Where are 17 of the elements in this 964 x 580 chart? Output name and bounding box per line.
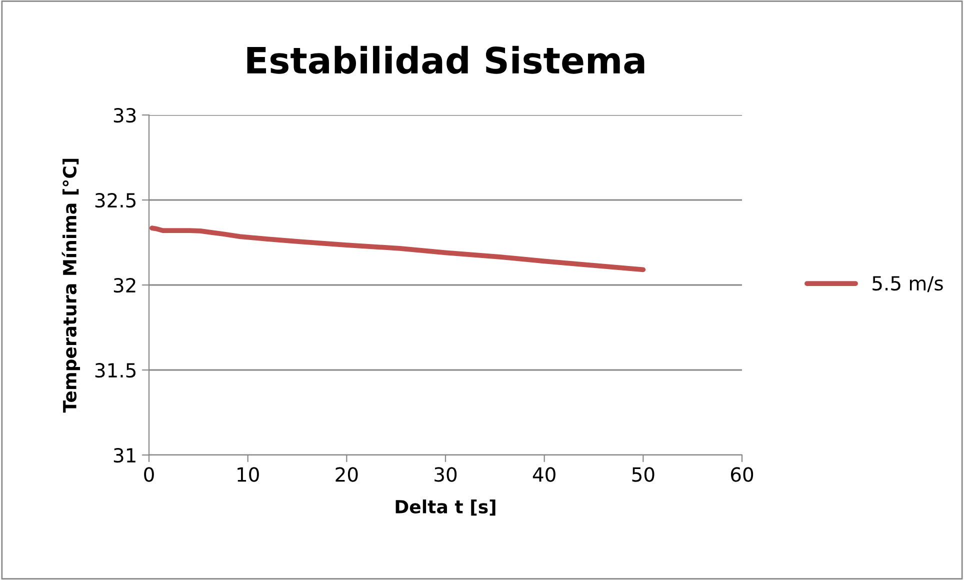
y-tick-label: 32.5 (95, 192, 136, 208)
y-axis-title: Temperatura Mínima [°C] (62, 158, 80, 413)
x-axis-title: Delta t [s] (396, 500, 496, 516)
y-tick-label: 32 (114, 278, 136, 293)
legend-label: 5.5 m/s (872, 276, 943, 292)
x-tick-label: 10 (238, 467, 259, 482)
y-tick-label: 33 (114, 108, 136, 123)
x-tick-label: 40 (532, 467, 556, 482)
x-tick-label: 60 (730, 467, 754, 482)
x-tick-label: 0 (144, 467, 154, 482)
y-tick-label: 31 (114, 448, 136, 463)
y-tick-label: 31.5 (95, 362, 136, 378)
chart-title: Estabilidad Sistema (247, 46, 644, 74)
x-tick-label: 20 (336, 467, 358, 482)
x-tick-label: 30 (434, 467, 457, 482)
line-series (150, 226, 646, 272)
x-tick-label: 50 (632, 467, 654, 482)
